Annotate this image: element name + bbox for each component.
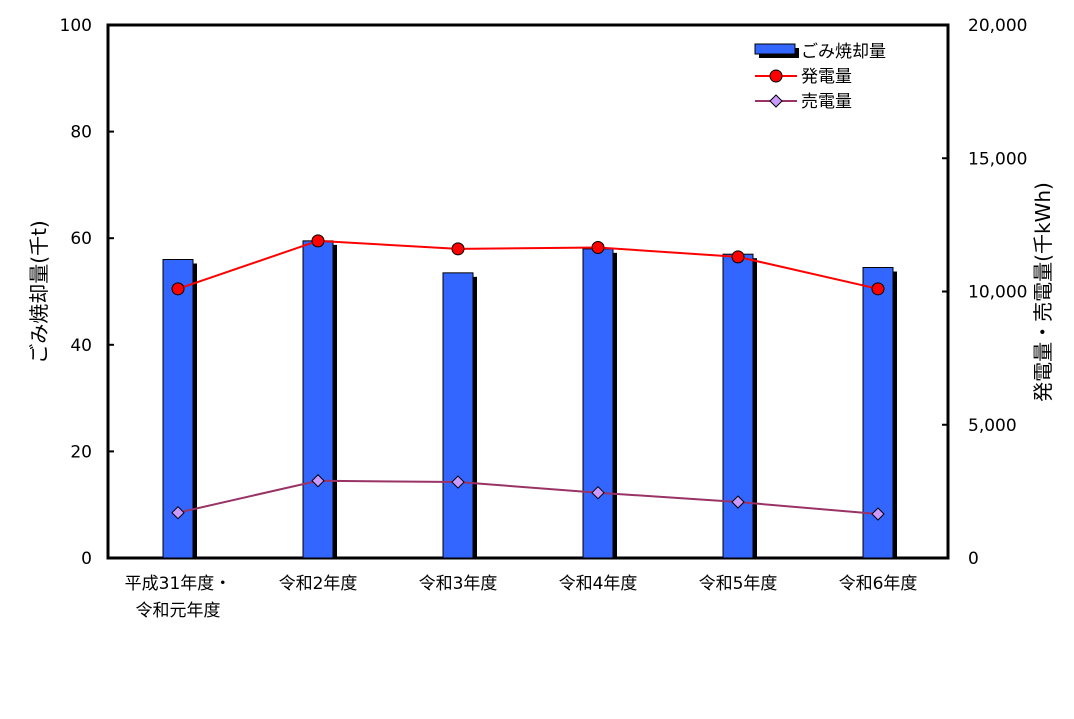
point-marker	[591, 486, 605, 500]
y-right-axis-title: 発電量・売電量(千kWh)	[1031, 182, 1055, 402]
bar	[582, 248, 614, 559]
legend-swatch	[754, 43, 796, 55]
legend-marker	[769, 94, 783, 108]
y-right-tick-label: 20,000	[968, 16, 1027, 36]
point-marker	[871, 507, 885, 521]
point-marker	[171, 282, 185, 296]
y-right-tick-label: 0	[968, 549, 979, 569]
x-tick-label: 令和5年度	[699, 574, 778, 594]
point-marker	[311, 234, 325, 248]
y-left-tick-label: 20	[70, 442, 92, 462]
x-tick-label: 令和元年度	[136, 601, 221, 621]
point-marker	[591, 241, 605, 255]
y-left-tick-label: 100	[60, 16, 92, 36]
y-left-tick-label: 60	[70, 229, 92, 249]
x-tick-label: 令和4年度	[559, 574, 638, 594]
bar	[442, 272, 474, 559]
series-line-2	[177, 479, 879, 516]
plot-area	[106, 23, 950, 560]
bar	[722, 253, 754, 559]
y-left-axis-title: ごみ焼却量(千t)	[27, 220, 51, 363]
y-right-tick-label: 15,000	[968, 149, 1027, 169]
x-tick-label: 平成31年度・	[125, 574, 232, 594]
x-tick-label: 令和2年度	[279, 574, 358, 594]
point-marker	[451, 242, 465, 256]
plot-frame	[106, 23, 950, 560]
y-left-tick-label: 40	[70, 336, 92, 356]
legend-marker	[769, 69, 783, 83]
point-marker	[731, 495, 745, 509]
point-marker	[311, 474, 325, 488]
x-tick-label: 令和3年度	[419, 574, 498, 594]
bar-series	[162, 240, 897, 559]
bar	[302, 240, 334, 559]
legend-label: ごみ焼却量	[801, 42, 886, 62]
y-left-tick-label: 0	[81, 549, 92, 569]
y-right-tick-label: 10,000	[968, 283, 1027, 303]
line-series	[171, 234, 885, 521]
point-marker	[451, 475, 465, 489]
point-marker	[731, 250, 745, 264]
legend-label: 発電量	[801, 67, 852, 87]
series-line-1	[177, 239, 879, 290]
x-tick-label: 令和6年度	[839, 574, 918, 594]
y-left-tick-label: 80	[70, 123, 92, 143]
point-marker	[171, 505, 185, 520]
point-marker	[871, 282, 885, 296]
legend-label: 売電量	[801, 92, 852, 112]
y-right-tick-label: 5,000	[968, 416, 1017, 436]
axes: 0 20 40 60 80 100 0 5,000 10,000 15,000 20,000 平成31…	[27, 16, 1055, 621]
